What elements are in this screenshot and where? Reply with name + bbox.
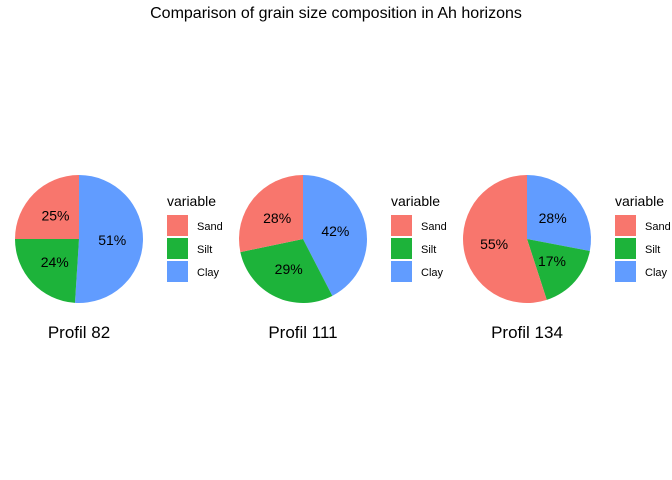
legend-key-clay: [615, 261, 636, 282]
legend-title: variable: [391, 193, 440, 209]
legend-label: Silt: [197, 244, 212, 256]
pie-slice-sand: [463, 175, 547, 303]
pie-caption: Profil 82: [48, 323, 110, 342]
legend-label: Silt: [421, 244, 436, 256]
pie-caption: Profil 134: [491, 323, 563, 342]
pie-slice-silt: [15, 239, 79, 303]
pie-slice-sand: [239, 175, 303, 253]
slice-label: 29%: [275, 261, 303, 277]
slice-label: 28%: [263, 210, 291, 226]
legend-label: Silt: [645, 244, 660, 256]
slice-label: 42%: [321, 223, 349, 239]
legend-key-sand: [615, 215, 636, 236]
legend-key-sand: [167, 215, 188, 236]
pie-slice-clay: [527, 175, 591, 251]
pie-slice-clay: [74, 175, 143, 303]
pie-slice-sand: [15, 175, 79, 239]
chart-title: Comparison of grain size composition in …: [150, 5, 522, 22]
legend-label: Clay: [421, 267, 444, 279]
legend-key-clay: [391, 261, 412, 282]
pie-panel: 28% 17% 55% Profil 134 variable Sand Silt Clay: [463, 175, 671, 342]
legend-label: Clay: [645, 267, 668, 279]
pie-panel: 42% 29% 28% Profil 111 variable Sand Silt Clay: [239, 175, 447, 342]
slice-label: 55%: [480, 236, 508, 252]
legend-title: variable: [167, 193, 216, 209]
slice-label: 25%: [41, 207, 69, 223]
legend-label: Sand: [197, 221, 223, 233]
legend-key-silt: [615, 238, 636, 259]
pie-slice-silt: [527, 239, 590, 300]
slice-label: 24%: [41, 254, 69, 270]
pie-panel: 51% 24% 25% Profil 82 variable Sand Silt Clay: [15, 175, 223, 342]
legend-label: Clay: [197, 267, 220, 279]
legend: variable Sand Silt Clay: [615, 193, 671, 282]
legend-key-sand: [391, 215, 412, 236]
pie-panels: 51%24%25%Profil 82variableSandSiltClay42…: [15, 175, 671, 342]
legend-label: Sand: [645, 221, 671, 233]
legend-label: Sand: [421, 221, 447, 233]
legend-key-silt: [167, 238, 188, 259]
legend-title: variable: [615, 193, 664, 209]
slice-label: 17%: [538, 253, 566, 269]
legend-key-clay: [167, 261, 188, 282]
slice-label: 51%: [98, 232, 126, 248]
slice-label: 28%: [539, 210, 567, 226]
pie-caption: Profil 111: [268, 323, 337, 342]
legend-key-silt: [391, 238, 412, 259]
pie-slice-clay: [303, 175, 368, 296]
legend: variable Sand Silt Clay: [391, 193, 447, 282]
pie-slice-silt: [240, 239, 333, 303]
legend: variable Sand Silt Clay: [167, 193, 223, 282]
